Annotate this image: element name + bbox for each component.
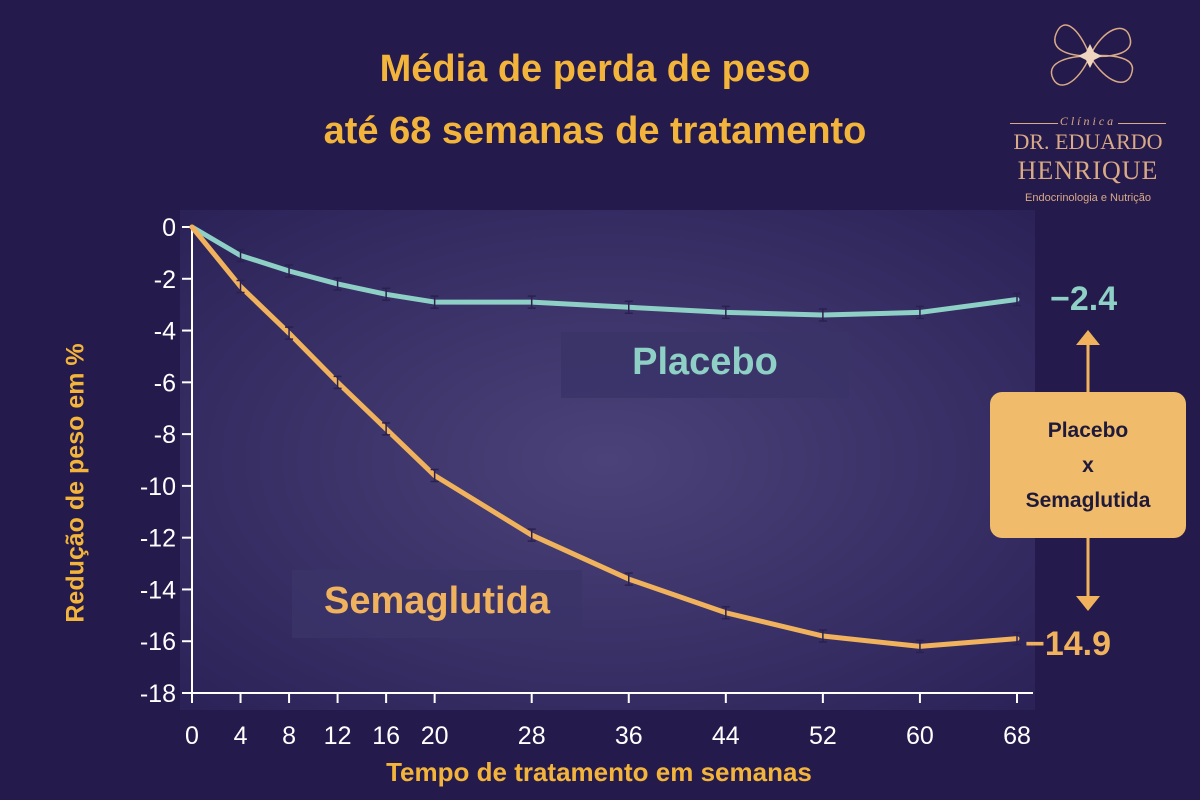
x-tick-label: 4 [234,722,248,750]
x-tick-label: 44 [712,722,740,750]
arrow-up-icon [1076,330,1100,345]
x-tick-label: 12 [324,722,352,750]
x-tick-label: 16 [372,722,400,750]
y-tick-label: -4 [154,318,176,346]
y-tick-label: -10 [140,473,176,501]
comparison-line1: Placebo [1048,413,1129,448]
comparison-box: Placebo x Semaglutida [990,392,1186,538]
comparison-line2: x [1082,448,1094,483]
end-label-semaglutida: −14.9 [1025,625,1111,663]
y-tick-label: 0 [162,214,176,242]
x-tick-label: 60 [906,722,934,750]
x-tick-label: 28 [518,722,546,750]
x-tick-label: 8 [282,722,296,750]
x-tick-label: 52 [809,722,837,750]
y-tick-label: -14 [140,576,176,604]
y-tick-label: -8 [154,421,176,449]
comparison-line3: Semaglutida [1026,483,1151,518]
y-tick-label: -18 [140,680,176,708]
x-tick-label: 20 [421,722,449,750]
y-tick-label: -12 [140,525,176,553]
x-tick-label: 0 [185,722,199,750]
arrow-down-icon [1076,596,1100,611]
x-tick-label: 68 [1003,722,1031,750]
x-tick-label: 36 [615,722,643,750]
y-tick-label: -2 [154,266,176,294]
y-tick-label: -6 [154,369,176,397]
y-tick-label: -16 [140,628,176,656]
series-label-placebo: Placebo [632,341,778,383]
end-label-placebo: −2.4 [1050,280,1117,318]
series-label-semaglutida: Semaglutida [324,580,551,622]
